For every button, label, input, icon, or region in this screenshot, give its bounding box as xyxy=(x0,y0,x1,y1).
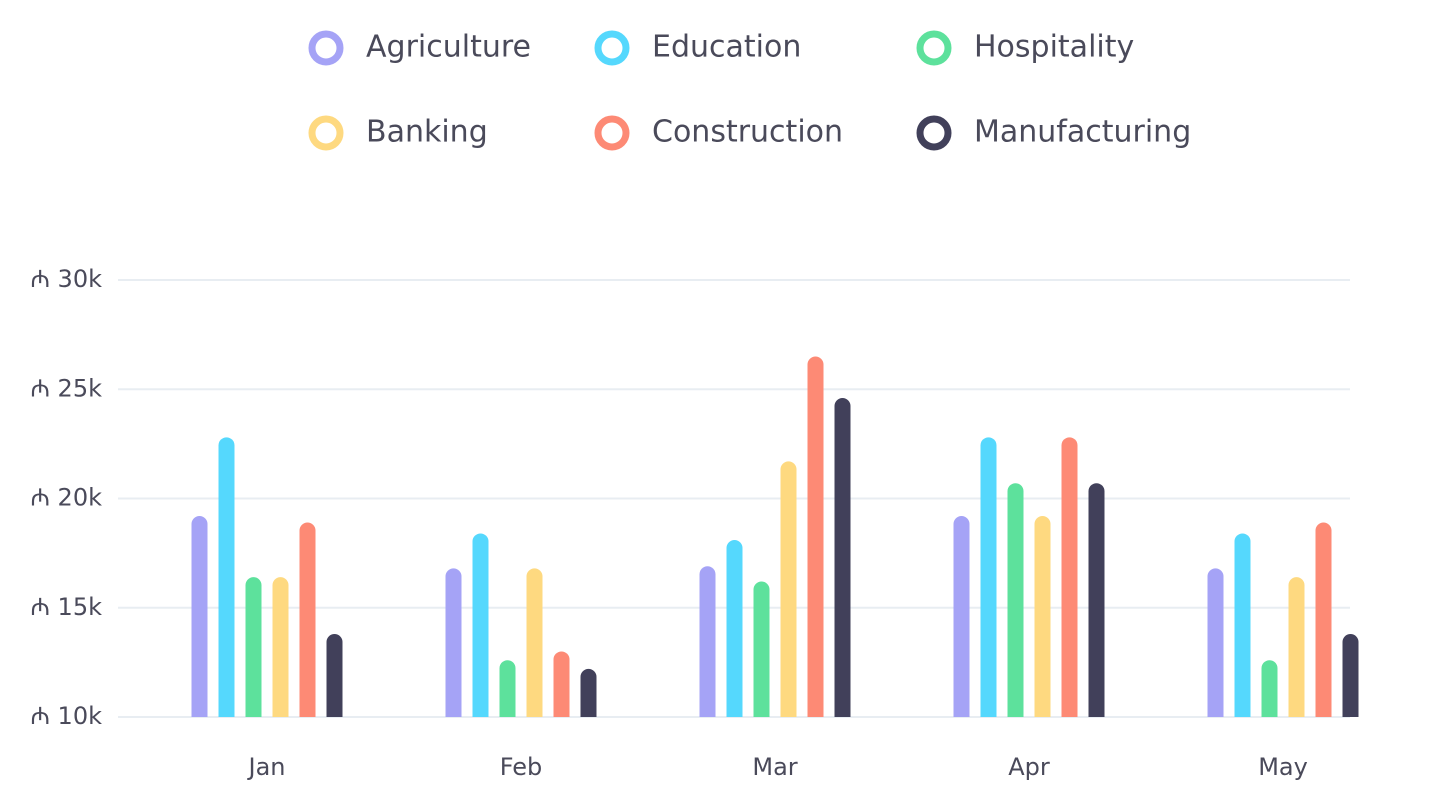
bar xyxy=(272,577,289,717)
bar xyxy=(1288,577,1305,717)
legend-marker xyxy=(308,30,344,66)
bar xyxy=(472,533,489,717)
x-tick-label: May xyxy=(1258,753,1308,781)
bar xyxy=(1342,633,1359,717)
y-tick-label: ₼ 30k xyxy=(30,265,102,293)
legend-marker xyxy=(594,115,630,151)
bar xyxy=(445,568,462,717)
bar xyxy=(780,461,797,717)
legend-label: Hospitality xyxy=(974,30,1134,65)
bar xyxy=(834,397,851,717)
bar xyxy=(326,633,343,717)
bar xyxy=(299,522,316,717)
bar xyxy=(726,540,743,717)
bar xyxy=(218,437,235,717)
legend-label: Agriculture xyxy=(366,30,531,65)
legend-marker xyxy=(594,30,630,66)
y-tick-label: ₼ 20k xyxy=(30,484,102,512)
x-tick-label: Feb xyxy=(500,753,543,781)
legend-marker xyxy=(308,115,344,151)
x-tick-label: Jan xyxy=(247,753,286,781)
bar xyxy=(580,668,597,717)
x-tick-label: Apr xyxy=(1008,753,1050,781)
bar xyxy=(753,581,770,717)
legend-label: Construction xyxy=(652,115,843,150)
bar xyxy=(553,651,570,717)
bar xyxy=(191,515,208,717)
bar xyxy=(1061,437,1078,717)
bar xyxy=(1234,533,1251,717)
bar xyxy=(1007,483,1024,717)
y-tick-label: ₼ 25k xyxy=(30,374,102,402)
legend-label: Manufacturing xyxy=(974,115,1191,150)
legend-marker xyxy=(916,115,952,151)
bar xyxy=(807,356,824,717)
bar xyxy=(1261,660,1278,717)
y-tick-label: ₼ 15k xyxy=(30,593,102,621)
legend-marker xyxy=(916,30,952,66)
x-tick-label: Mar xyxy=(752,753,797,781)
legend-label: Banking xyxy=(366,115,488,150)
bar xyxy=(1207,568,1224,717)
bar xyxy=(699,566,716,717)
bar xyxy=(1315,522,1332,717)
bar xyxy=(245,577,262,717)
bar xyxy=(1034,515,1051,717)
bar xyxy=(953,515,970,717)
bar xyxy=(526,568,543,717)
y-tick-label: ₼ 10k xyxy=(30,702,102,730)
bar xyxy=(499,660,516,717)
legend-label: Education xyxy=(652,30,801,65)
bar xyxy=(1088,483,1105,717)
bar xyxy=(980,437,997,717)
